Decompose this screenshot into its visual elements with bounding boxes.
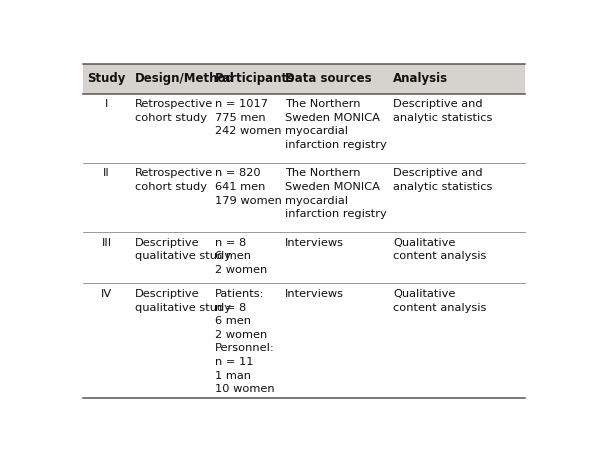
Text: The Northern
Sweden MONICA
myocardial
infarction registry: The Northern Sweden MONICA myocardial in… <box>285 168 387 219</box>
Text: Descriptive and
analytic statistics: Descriptive and analytic statistics <box>393 168 493 192</box>
Text: Qualitative
content analysis: Qualitative content analysis <box>393 238 487 261</box>
Text: Interviews: Interviews <box>285 289 344 299</box>
Text: The Northern
Sweden MONICA
myocardial
infarction registry: The Northern Sweden MONICA myocardial in… <box>285 99 387 150</box>
Text: IV: IV <box>101 289 112 299</box>
Text: Interviews: Interviews <box>285 238 344 247</box>
Text: n = 820
641 men
179 women: n = 820 641 men 179 women <box>215 168 282 206</box>
Text: Qualitative
content analysis: Qualitative content analysis <box>393 289 487 313</box>
Text: Retrospective
cohort study: Retrospective cohort study <box>135 99 213 123</box>
Text: I: I <box>105 99 108 109</box>
Text: Descriptive
qualitative study: Descriptive qualitative study <box>135 289 231 313</box>
Text: n = 8
6 men
2 women: n = 8 6 men 2 women <box>215 238 267 275</box>
Text: Participants: Participants <box>215 72 295 85</box>
Text: n = 1017
775 men
242 women: n = 1017 775 men 242 women <box>215 99 281 136</box>
Text: Study: Study <box>87 72 126 85</box>
Text: Descriptive
qualitative study: Descriptive qualitative study <box>135 238 231 261</box>
Text: Retrospective
cohort study: Retrospective cohort study <box>135 168 213 192</box>
Text: Patients:
n = 8
6 men
2 women
Personnel:
n = 11
1 man
10 women: Patients: n = 8 6 men 2 women Personnel:… <box>215 289 275 394</box>
Text: Design/Method: Design/Method <box>135 72 235 85</box>
Text: Data sources: Data sources <box>285 72 372 85</box>
Text: II: II <box>103 168 110 179</box>
Text: Descriptive and
analytic statistics: Descriptive and analytic statistics <box>393 99 493 123</box>
Bar <box>83 64 524 94</box>
Text: Analysis: Analysis <box>393 72 448 85</box>
Text: III: III <box>101 238 111 247</box>
